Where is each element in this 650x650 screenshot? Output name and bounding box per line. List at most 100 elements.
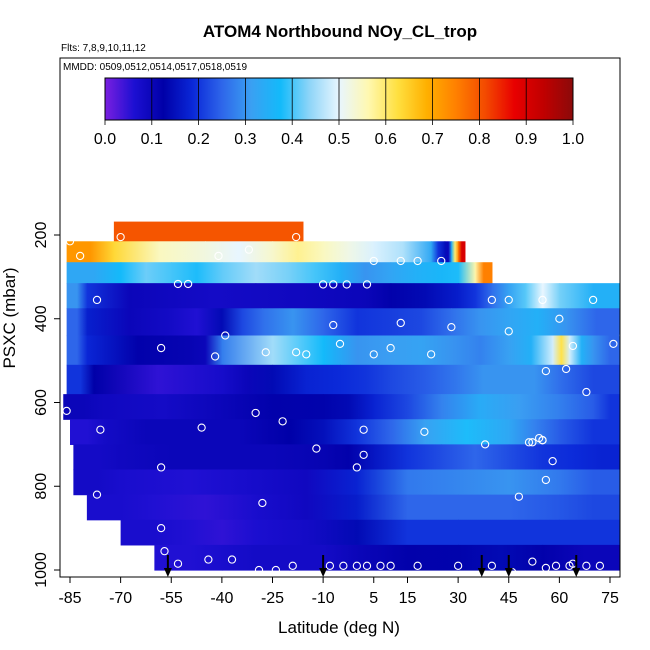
heat-cell xyxy=(451,241,459,263)
colorbar-tick-label: 0.3 xyxy=(234,131,256,148)
data-point xyxy=(595,561,605,570)
data-point xyxy=(541,563,551,573)
x-tick-label: 75 xyxy=(601,590,619,607)
data-point xyxy=(352,463,362,472)
heat-cell xyxy=(390,262,442,284)
data-point xyxy=(318,280,328,289)
x-tick-label: 5 xyxy=(369,590,378,607)
heat-cell xyxy=(508,364,560,395)
heat-cell xyxy=(86,283,172,309)
heat-cell xyxy=(120,519,189,546)
data-point xyxy=(183,279,193,289)
x-tick-label: 30 xyxy=(449,590,467,607)
data-point xyxy=(561,364,571,374)
heat-cell xyxy=(66,308,88,337)
heat-cell xyxy=(475,262,493,284)
data-point xyxy=(578,259,588,268)
data-point xyxy=(548,456,557,466)
data-point xyxy=(254,565,264,575)
heat-cell xyxy=(373,444,442,471)
heat-cell xyxy=(255,519,358,546)
heat-cell xyxy=(356,469,459,496)
data-point xyxy=(227,555,237,564)
colorbar-tick-label: 0.8 xyxy=(468,131,490,148)
data-point xyxy=(214,251,223,261)
heat-cell xyxy=(323,308,392,337)
y-tick-label: 600 xyxy=(33,389,50,416)
heat-cell xyxy=(66,335,88,366)
colorbar-tick-label: 0.4 xyxy=(281,131,303,148)
data-point xyxy=(92,490,102,499)
heat-cell xyxy=(221,444,324,471)
heat-cell xyxy=(566,308,620,337)
heat-cell xyxy=(323,335,392,366)
heat-cell xyxy=(93,364,223,395)
heat-cell xyxy=(323,394,375,420)
data-point xyxy=(437,256,446,266)
colorbar-tick-label: 0.9 xyxy=(515,131,537,148)
colorbar-tick-label: 1.0 xyxy=(562,131,584,148)
heat-cell xyxy=(340,364,392,395)
heat-cell xyxy=(171,308,223,337)
heat-cell xyxy=(63,394,105,420)
data-point xyxy=(96,425,105,434)
data-point xyxy=(426,350,436,359)
flight-arrow-head xyxy=(319,568,328,577)
flight-arrow-head xyxy=(504,568,513,577)
flight-arrow-head xyxy=(163,568,172,577)
x-tick-label: -85 xyxy=(58,590,81,607)
data-point xyxy=(197,423,206,432)
plot-frame xyxy=(59,57,621,578)
heat-cell xyxy=(552,335,571,366)
y-axis-label: PSXC (mbar) xyxy=(0,267,19,368)
data-point xyxy=(291,232,301,242)
colorbar: 0.0 0.1 0.2 0.3 0.4 0.5 0.6 0.7 0.8 0.9 1.0 xyxy=(94,77,584,148)
data-point xyxy=(453,561,463,570)
data-point xyxy=(413,256,422,266)
data-point xyxy=(447,322,456,332)
data-point xyxy=(538,295,547,305)
data-point xyxy=(541,475,551,485)
heat-cell xyxy=(593,335,620,366)
dates-subtitle: MMDD: 0509,0512,0514,0517,0518,0519 xyxy=(63,62,247,73)
data-point xyxy=(339,561,348,570)
colorbar-tick-label: 0.2 xyxy=(187,131,209,148)
heat-cell xyxy=(518,394,594,420)
data-point xyxy=(75,251,85,261)
data-point xyxy=(244,245,254,254)
heat-cell xyxy=(120,444,223,471)
colorbar-tick-label: 0.7 xyxy=(421,131,443,148)
heat-cell xyxy=(458,544,544,571)
heat-cell xyxy=(458,519,560,546)
heat-cell xyxy=(86,335,189,366)
heat-cell xyxy=(559,419,620,445)
heat-cell xyxy=(262,308,324,337)
heat-cell xyxy=(120,469,257,496)
heat-cell xyxy=(103,394,223,420)
heat-cell xyxy=(340,262,392,284)
heat-cell xyxy=(221,335,324,366)
data-point xyxy=(568,341,578,351)
heat-cell xyxy=(86,494,155,521)
heat-cell xyxy=(508,419,560,445)
data-point xyxy=(396,318,405,328)
data-point xyxy=(302,350,311,359)
data-point xyxy=(585,262,594,271)
heat-cell xyxy=(289,419,358,445)
data-point xyxy=(335,339,345,349)
data-point xyxy=(329,320,338,330)
flight-arrows xyxy=(163,555,581,577)
data-point xyxy=(173,279,183,289)
heat-cell xyxy=(255,494,358,521)
heat-cell xyxy=(205,241,274,263)
data-point xyxy=(251,408,260,418)
data-point xyxy=(582,387,591,397)
heat-cell xyxy=(424,419,510,445)
heat-cell xyxy=(188,335,223,366)
heat-cell xyxy=(444,241,452,263)
heat-cell xyxy=(576,444,620,471)
heat-cell xyxy=(272,364,341,395)
heat-cell xyxy=(458,469,560,496)
heat-cell xyxy=(154,494,257,521)
data-point xyxy=(633,566,640,573)
